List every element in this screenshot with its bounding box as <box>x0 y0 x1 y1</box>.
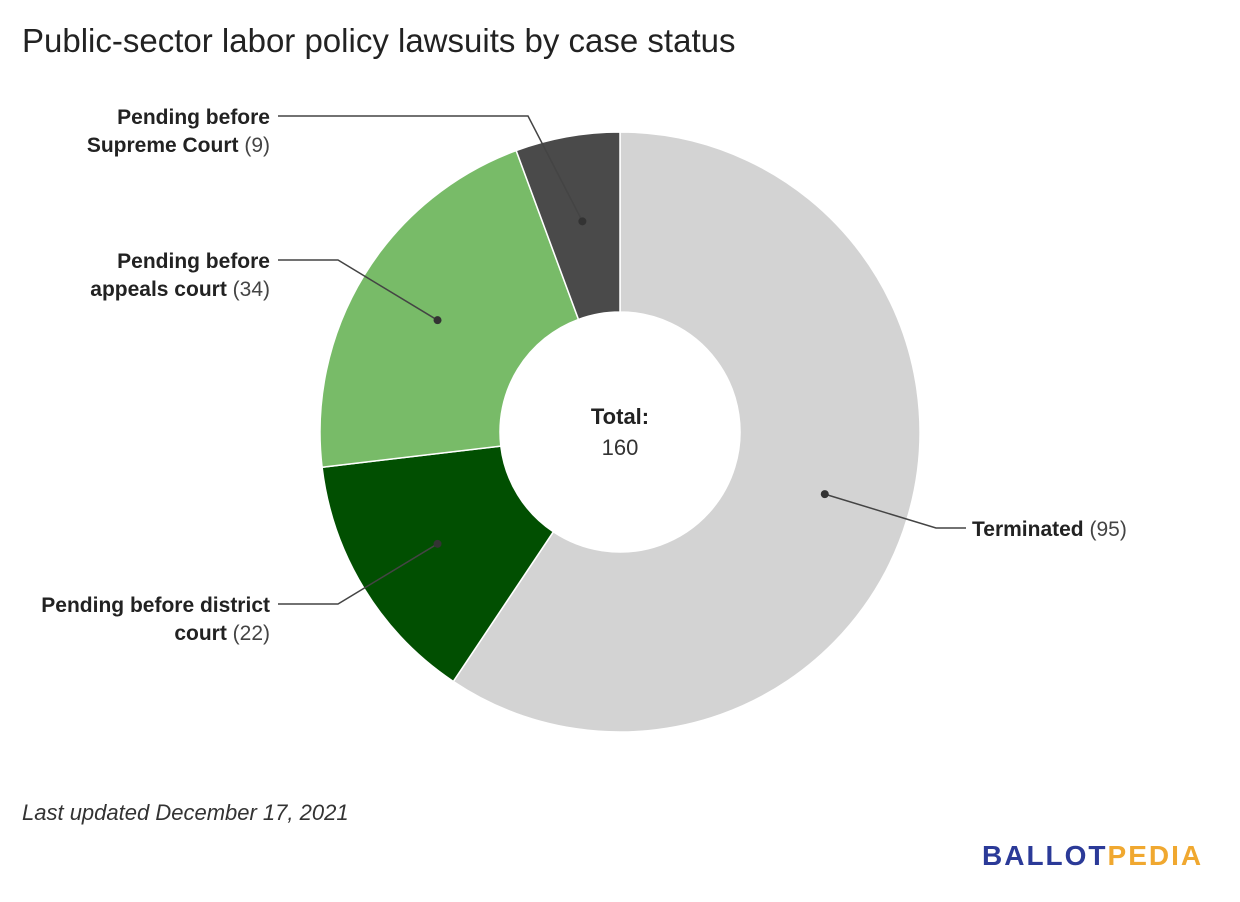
leader-line <box>278 115 584 222</box>
slice-label-line: Terminated <box>972 518 1084 541</box>
labels-group: Terminated (95) Pending before district co… <box>41 106 1127 645</box>
slice-pending-before-appeals-court[interactable] <box>319 149 580 469</box>
leader-dot <box>433 316 442 325</box>
footnote: Last updated December 17, 2021 <box>22 800 349 825</box>
slice-label-line: Pending before <box>117 106 270 129</box>
slice-label-line: Pending before district <box>41 594 270 617</box>
slice-label-line: court <box>174 622 227 645</box>
leader-line <box>278 543 438 605</box>
slice-label: Terminated (95) <box>972 518 1127 541</box>
chart-title: Public-sector labor policy lawsuits by c… <box>22 22 736 59</box>
slice-label: Pending before district court (22) <box>41 594 270 645</box>
slice-label-line: Pending before <box>117 250 270 273</box>
slice-pending-before-district-court[interactable] <box>321 445 555 683</box>
leader-dot <box>820 490 829 499</box>
slice-label: Pending before appeals court (34) <box>90 250 270 301</box>
logo-part-2: PEDIA <box>1107 840 1204 871</box>
slice-value-label: (95) <box>1084 518 1127 541</box>
leader-line <box>278 259 438 321</box>
slice-value-label: (34) <box>227 278 270 301</box>
center-total-value: 160 <box>602 435 639 460</box>
slice-label-line: appeals court <box>90 278 227 301</box>
slice-pending-before-supreme-court[interactable] <box>515 131 621 321</box>
slice-terminated[interactable] <box>452 131 921 733</box>
donut-chart: Terminated (95) Pending before district co… <box>41 106 1127 733</box>
slices-group <box>319 131 921 733</box>
leader-dot <box>433 539 442 548</box>
ballotpedia-logo[interactable]: BALLOTPEDIA <box>982 840 1203 872</box>
slice-label-line: Supreme Court <box>87 134 239 157</box>
leader-dot <box>578 217 587 226</box>
slice-value-label: (9) <box>239 134 271 157</box>
leaders-group <box>278 115 966 605</box>
slice-value-label: (22) <box>227 622 270 645</box>
center-total-heading: Total: <box>591 404 649 429</box>
logo-part-1: BALLOT <box>982 840 1108 871</box>
leader-line <box>824 493 966 529</box>
slice-label: Pending before Supreme Court (9) <box>87 106 270 157</box>
